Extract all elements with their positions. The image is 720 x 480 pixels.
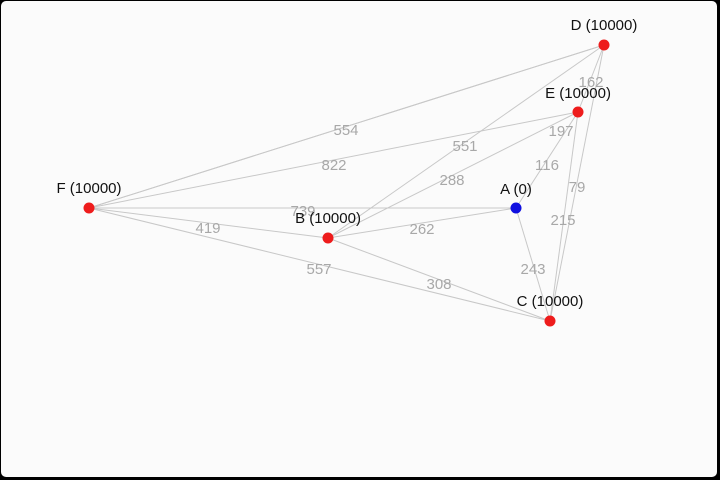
edge-weight-d-e: 162 <box>578 74 603 91</box>
edge-d-c <box>549 44 605 322</box>
edge-f-d <box>88 44 605 209</box>
edge-f-b <box>88 207 329 239</box>
edge-weight-b-e: 288 <box>439 172 464 189</box>
edge-weight-f-b: 419 <box>195 220 220 237</box>
edge-f-c <box>88 207 551 322</box>
node-a[interactable] <box>510 202 522 214</box>
edge-weight-b-c: 308 <box>426 276 451 293</box>
node-e[interactable] <box>572 106 584 118</box>
node-label-b: B (10000) <box>295 210 361 227</box>
edge-e-c <box>549 111 579 322</box>
edge-weight-e-c: 215 <box>550 212 575 229</box>
edge-weight-f-a: 739 <box>290 203 315 220</box>
edge-b-c <box>327 237 551 322</box>
edge-weight-d-c: 79 <box>569 179 586 196</box>
edge-b-a <box>327 207 517 239</box>
edge-weight-d-f: 554 <box>333 122 358 139</box>
edge-weight-a-c: 243 <box>520 261 545 278</box>
edge-a-e <box>515 111 579 209</box>
edge-weight-e-f: 822 <box>321 157 346 174</box>
edges-layer <box>88 44 605 322</box>
node-f[interactable] <box>83 202 95 214</box>
edge-weight-a-e: 116 <box>535 157 559 174</box>
node-b[interactable] <box>322 232 334 244</box>
edge-a-c <box>515 207 551 322</box>
edge-b-d <box>327 44 605 239</box>
node-label-a: A (0) <box>500 181 532 198</box>
edge-e-f <box>88 111 579 209</box>
nodes-layer <box>83 39 610 327</box>
edge-weight-b-d: 551 <box>452 138 477 155</box>
edge-weights-layer: 162 554 822 551 288 116 79 215 739 419 262 243 557 30… <box>195 74 603 293</box>
edge-weight-b-a: 262 <box>409 221 434 238</box>
edge-weight-f-c: 557 <box>306 261 331 278</box>
edge-b-e <box>327 111 579 239</box>
edge-weight-f-d: 197 <box>548 123 573 140</box>
node-label-c: C (10000) <box>517 293 584 310</box>
node-label-d: D (10000) <box>571 17 638 34</box>
node-d[interactable] <box>598 39 610 51</box>
edge-d-e <box>577 44 605 113</box>
node-label-e: E (10000) <box>545 85 611 102</box>
node-labels-layer: A (0) B (10000) C (10000) D (10000) E (10000… <box>56 17 637 310</box>
node-label-f: F (10000) <box>56 180 121 197</box>
node-c[interactable] <box>544 315 556 327</box>
